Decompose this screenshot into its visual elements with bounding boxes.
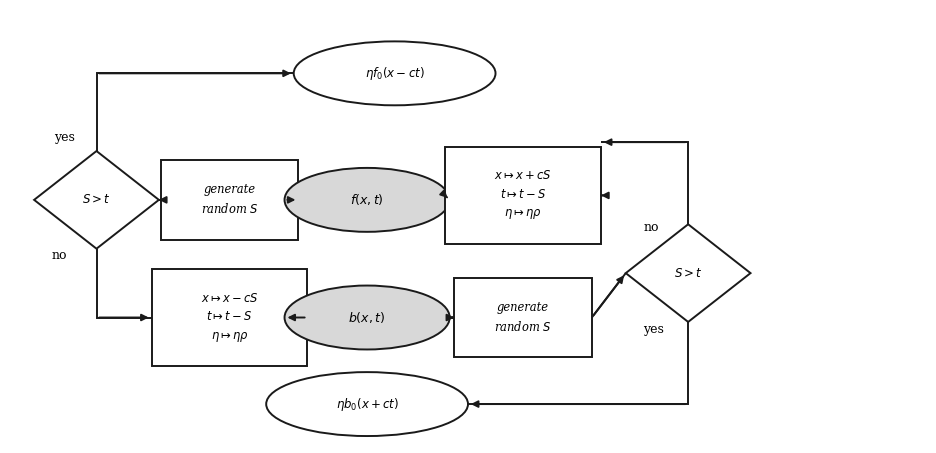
Text: yes: yes bbox=[643, 323, 664, 336]
Text: $\eta b_0(x+ct)$: $\eta b_0(x+ct)$ bbox=[335, 395, 399, 413]
Polygon shape bbox=[34, 151, 159, 249]
Ellipse shape bbox=[285, 285, 449, 349]
Ellipse shape bbox=[285, 168, 449, 232]
Text: generate
random $S$: generate random $S$ bbox=[494, 301, 552, 334]
Text: yes: yes bbox=[54, 131, 75, 144]
Text: $b(x,t)$: $b(x,t)$ bbox=[348, 310, 386, 325]
Text: generate
random $S$: generate random $S$ bbox=[200, 183, 258, 217]
Polygon shape bbox=[626, 224, 751, 322]
Text: $x\mapsto x-cS$
$t\mapsto t-S$
$\eta\mapsto\eta\rho$: $x\mapsto x-cS$ $t\mapsto t-S$ $\eta\map… bbox=[201, 292, 258, 343]
Bar bbox=[446, 147, 601, 244]
Ellipse shape bbox=[294, 41, 495, 105]
Text: $\eta f_0(x-ct)$: $\eta f_0(x-ct)$ bbox=[365, 65, 425, 82]
Text: $S>t$: $S>t$ bbox=[82, 193, 111, 207]
Bar bbox=[161, 160, 299, 240]
Ellipse shape bbox=[266, 372, 468, 436]
Text: no: no bbox=[52, 249, 67, 262]
Bar bbox=[454, 278, 592, 357]
Bar bbox=[152, 269, 307, 366]
Text: $x\mapsto x+cS$
$t\mapsto t-S$
$\eta\mapsto\eta\rho$: $x\mapsto x+cS$ $t\mapsto t-S$ $\eta\map… bbox=[494, 169, 551, 222]
Text: $S>t$: $S>t$ bbox=[674, 267, 703, 280]
Text: no: no bbox=[644, 221, 659, 234]
Text: $f(x,t)$: $f(x,t)$ bbox=[350, 193, 384, 207]
